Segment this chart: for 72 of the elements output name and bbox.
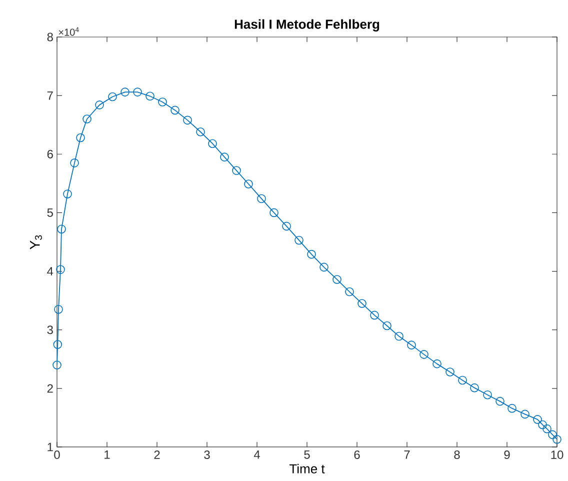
point	[432, 359, 442, 368]
x-tick-label: 1	[104, 450, 110, 459]
point	[483, 390, 492, 400]
point	[53, 340, 62, 349]
point	[320, 262, 328, 272]
point	[496, 396, 504, 406]
point	[370, 310, 379, 320]
point	[382, 321, 392, 330]
y-axis-title: Y$_{3}$	[30, 235, 42, 250]
y-tick-label: 2	[47, 384, 53, 393]
y-tick-label: 8	[47, 32, 53, 42]
x-tick-label: 2	[154, 450, 160, 459]
point	[82, 114, 92, 124]
y-tick-label: 4	[47, 267, 54, 276]
x-tick-label: 5	[304, 450, 310, 459]
point	[270, 208, 278, 218]
x-tick-label: 6	[354, 450, 360, 460]
x-tick-label: 8	[454, 450, 460, 460]
point	[208, 139, 217, 148]
point	[332, 275, 342, 284]
point	[345, 287, 354, 296]
x-tick-label: 10	[551, 450, 564, 460]
point	[63, 190, 72, 198]
point	[170, 106, 180, 115]
point	[120, 88, 130, 96]
point	[470, 383, 479, 392]
point	[538, 420, 547, 430]
point	[196, 127, 205, 136]
text: ×10$^{4}$	[58, 27, 79, 36]
point	[95, 100, 104, 110]
point	[420, 350, 428, 359]
y-tick-label: 1	[48, 442, 53, 452]
point	[52, 360, 62, 370]
x-axis-title: Time t	[289, 464, 325, 474]
point	[57, 224, 66, 234]
point	[358, 299, 366, 308]
point	[552, 434, 562, 444]
chart-title: Hasil I Metode Fehlberg	[234, 19, 380, 32]
point	[133, 88, 142, 96]
point	[257, 194, 266, 204]
x-tick-label: 7	[404, 450, 410, 459]
point	[56, 265, 65, 274]
point	[146, 92, 154, 101]
point	[446, 368, 454, 376]
point	[394, 332, 404, 341]
point	[533, 415, 542, 424]
point	[54, 304, 63, 314]
y-tick-label: 7	[47, 91, 53, 100]
x-tick-label: 0	[54, 450, 60, 460]
point	[244, 180, 253, 188]
x-tick-label: 9	[504, 450, 510, 460]
y-tick-label: 3	[47, 326, 53, 334]
point	[232, 166, 241, 175]
point	[407, 340, 416, 350]
point	[76, 133, 85, 142]
y-tick-label: 5	[47, 208, 53, 217]
point	[520, 410, 530, 419]
point	[220, 152, 229, 162]
point	[158, 98, 167, 106]
point	[458, 376, 467, 385]
point	[108, 92, 117, 102]
x-tick-label: 4	[254, 450, 260, 459]
point	[548, 430, 557, 440]
point	[70, 158, 79, 168]
point	[282, 222, 291, 231]
point	[542, 424, 552, 434]
point	[307, 250, 316, 259]
x-tick-label: 3	[204, 450, 210, 460]
point	[183, 116, 192, 125]
y-tick-label: 6	[47, 150, 53, 158]
point	[294, 236, 304, 245]
point	[508, 404, 516, 413]
